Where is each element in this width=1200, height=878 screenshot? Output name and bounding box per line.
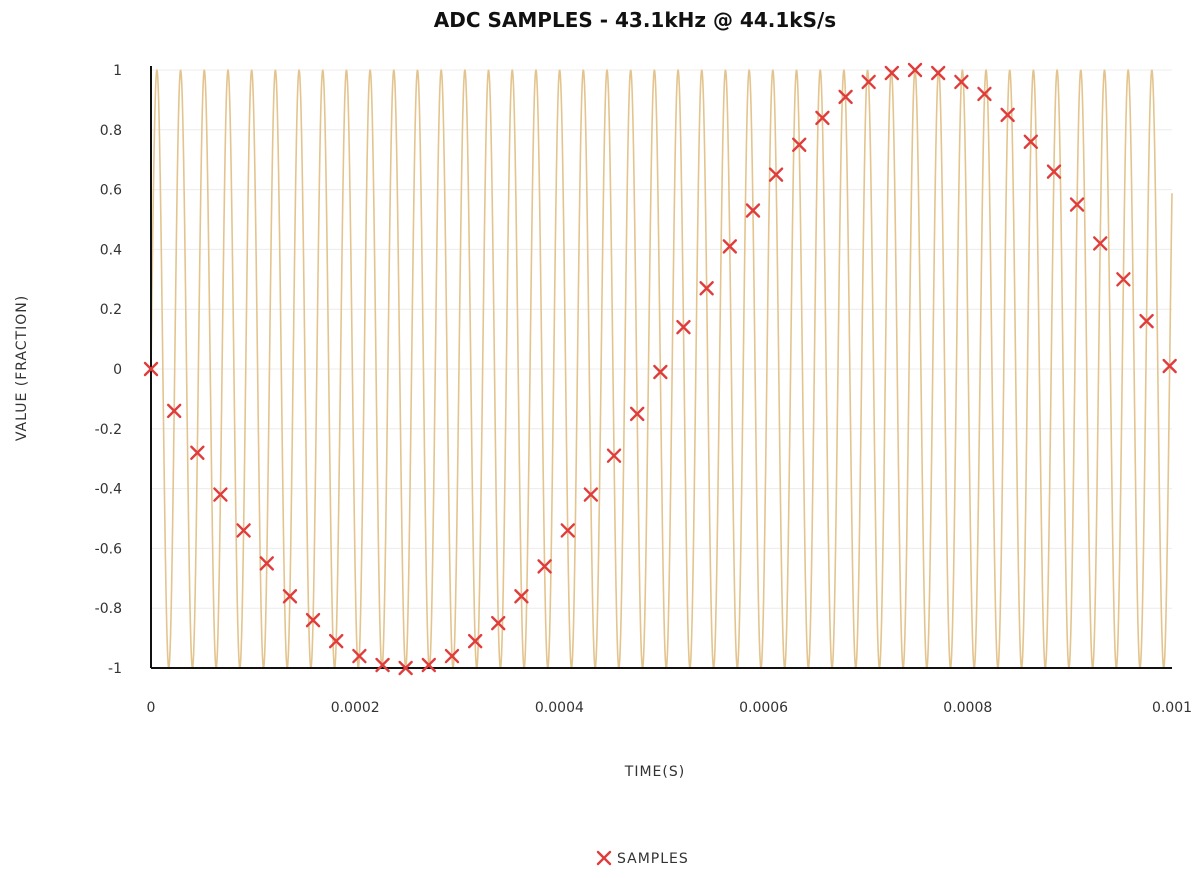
sample-point <box>815 110 830 126</box>
y-tick-label: 0 <box>113 362 122 378</box>
sample-point <box>1046 164 1062 179</box>
sample-point <box>954 74 969 90</box>
sample-point <box>676 319 691 335</box>
sample-point <box>213 487 228 502</box>
sample-point <box>305 612 321 628</box>
sample-point <box>907 62 923 78</box>
x-tick-label: 0 <box>147 700 156 716</box>
sample-point <box>745 203 761 218</box>
y-tick-label: -1 <box>108 661 122 677</box>
y-tick-label: -0.6 <box>95 541 122 557</box>
sample-point <box>352 648 367 664</box>
sample-point <box>190 445 205 460</box>
x-tick-label: 0.0008 <box>943 700 992 716</box>
sample-point <box>444 648 460 664</box>
sample-point <box>491 615 506 631</box>
sample-point <box>653 364 668 380</box>
sample-point <box>166 403 182 419</box>
sample-point <box>977 86 992 102</box>
x-tick-label: 0.001 <box>1152 700 1192 716</box>
sample-point <box>1162 358 1177 374</box>
sample-point <box>259 556 274 571</box>
sample-point <box>630 406 645 422</box>
x-tick-label: 0.0002 <box>331 700 380 716</box>
y-tick-label: 0.4 <box>100 242 122 258</box>
sample-point <box>560 523 575 538</box>
sample-point <box>606 448 622 463</box>
sample-point <box>583 487 599 502</box>
sample-point <box>1093 236 1108 251</box>
sample-point <box>537 559 552 574</box>
y-tick-label: 0.6 <box>100 183 122 199</box>
y-axis-title: VALUE (FRACTION) <box>14 295 30 441</box>
sample-point <box>514 589 529 604</box>
sample-point <box>1139 313 1154 329</box>
sample-point <box>1023 134 1038 149</box>
chart-title: ADC SAMPLES - 43.1kHz @ 44.1kS/s <box>433 8 837 32</box>
samples-scatter-series <box>143 62 1177 676</box>
sample-point <box>792 137 807 152</box>
y-tick-label: 0.8 <box>100 123 122 139</box>
legend: SAMPLES <box>596 850 689 867</box>
sample-point <box>861 74 876 90</box>
sample-point <box>1000 107 1015 123</box>
sample-point <box>722 239 738 254</box>
y-tick-label: -0.8 <box>95 601 122 617</box>
x-tick-label: 0.0004 <box>535 700 584 716</box>
sample-point <box>375 657 390 673</box>
sample-point <box>768 167 784 182</box>
x-tick-labels: 0 0.0002 0.0004 0.0006 0.0008 0.001 <box>147 700 1193 716</box>
y-tick-label: 0.2 <box>100 302 122 318</box>
sample-point <box>282 589 298 604</box>
y-tick-label: -0.4 <box>95 482 122 498</box>
legend-x-marker <box>596 850 612 866</box>
sample-point <box>838 89 853 105</box>
sample-point <box>699 281 714 296</box>
sample-point <box>421 657 437 673</box>
sample-point <box>143 361 159 377</box>
x-axis-title: TIME(S) <box>624 764 685 780</box>
y-tick-label: -0.2 <box>95 422 122 438</box>
sample-point <box>1116 272 1131 287</box>
sample-point <box>884 65 900 81</box>
sample-point <box>329 633 344 649</box>
signal-waveform-line <box>150 69 1173 669</box>
sample-point <box>467 633 483 649</box>
sample-point <box>236 523 251 538</box>
sample-point <box>398 660 413 676</box>
x-tick-label: 0.0006 <box>739 700 788 716</box>
sample-point <box>930 65 946 81</box>
y-tick-label: 1 <box>113 63 122 79</box>
y-tick-labels: 1 0.8 0.6 0.4 0.2 0 -0.2 -0.4 -0.6 -0.8 -1 <box>95 63 122 677</box>
sample-point <box>1069 197 1085 212</box>
legend-samples-marker <box>596 850 612 866</box>
legend-samples-label: SAMPLES <box>617 851 689 867</box>
